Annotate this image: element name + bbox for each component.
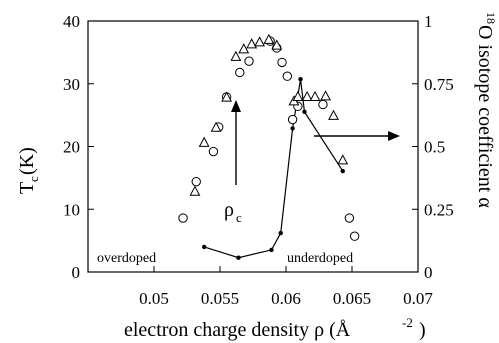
isotope-line-series — [201, 77, 345, 260]
overdoped-label: overdoped — [97, 251, 156, 266]
isotope-point — [201, 244, 207, 250]
y-left-label-t: T — [16, 182, 38, 194]
upward-arrow — [231, 100, 241, 185]
triangle-point — [301, 90, 313, 102]
y-left-label-sub: c — [26, 176, 41, 182]
triangle-series — [189, 33, 349, 196]
triangle-point — [221, 91, 233, 102]
circle-point — [208, 146, 219, 157]
triangle-point — [292, 90, 304, 102]
rho-symbol: ρ — [224, 199, 234, 221]
triangle-point — [328, 109, 339, 120]
circle-point — [282, 71, 293, 81]
right-arrow — [314, 131, 400, 141]
circle-point — [344, 213, 355, 223]
isotope-point — [340, 168, 345, 174]
y-left-label-unit: (K) — [16, 147, 38, 175]
isotope-point — [290, 126, 295, 131]
y-left-tick-label: 30 — [63, 75, 80, 94]
triangle-point — [198, 136, 210, 147]
triangle-point — [230, 50, 242, 61]
triangle-point — [238, 43, 250, 54]
y-right-tick-label: 0 — [424, 263, 433, 282]
x-axis-label-text: electron charge density ρ (Å — [124, 319, 351, 341]
circle-point — [235, 67, 245, 78]
x-tick-label: 0.06 — [271, 289, 301, 308]
isotope-point — [298, 77, 303, 82]
x-ticks: 0.05 0.055 0.06 0.065 0.07 — [139, 266, 433, 308]
circle-point — [277, 57, 287, 68]
y-right-tick-label: 0.25 — [424, 200, 454, 219]
x-axis-label: electron charge density ρ (Å -2 ) — [124, 315, 426, 341]
rho-subscript: c — [236, 210, 242, 225]
circle-point — [244, 56, 254, 66]
y-right-label-text: O isotope coefficient α — [474, 25, 496, 208]
isotope-point — [236, 255, 241, 260]
y-left-tick-label: 40 — [63, 12, 80, 31]
x-tick-label: 0.065 — [333, 289, 371, 308]
y-right-label-sup: 18 — [484, 12, 498, 24]
y-left-ticks: 0 10 20 30 40 — [63, 12, 94, 282]
circle-point — [318, 99, 328, 110]
y-left-tick-label: 20 — [63, 138, 80, 157]
triangle-point — [189, 185, 201, 196]
circle-point — [287, 114, 298, 125]
triangle-point — [263, 33, 275, 44]
circle-point — [178, 213, 188, 223]
triangle-point — [246, 38, 258, 49]
y-right-ticks: 0 0.25 0.5 0.75 1 — [412, 12, 454, 282]
y-left-tick-label: 10 — [63, 200, 80, 219]
underdoped-label: underdoped — [287, 251, 353, 266]
triangle-point — [254, 36, 266, 47]
y-right-label: 18 O isotope coefficient α — [474, 12, 498, 208]
y-right-tick-label: 0.5 — [424, 138, 445, 157]
isotope-point — [269, 247, 274, 253]
triangle-point — [320, 90, 332, 101]
circle-point — [191, 176, 201, 187]
triangle-point — [337, 154, 349, 165]
triangle-point — [210, 121, 222, 132]
x-tick-label: 0.055 — [201, 289, 239, 308]
y-right-tick-label: 1 — [424, 12, 433, 31]
isotope-point — [278, 230, 283, 236]
x-tick-label: 0.07 — [403, 289, 433, 308]
x-tick-label: 0.05 — [139, 289, 169, 308]
y-right-tick-label: 0.75 — [424, 75, 454, 94]
isotope-point — [302, 109, 307, 115]
triangle-point — [309, 90, 321, 102]
circle-series — [178, 36, 360, 241]
circle-point — [349, 231, 360, 241]
x-axis-label-sup: -2 — [402, 315, 413, 330]
triangle-point — [271, 39, 283, 50]
y-left-label: T c (K) — [16, 147, 41, 194]
isotope-line — [203, 79, 344, 259]
x-axis-label-close: ) — [419, 319, 426, 341]
rho-c-label: ρ c — [224, 199, 242, 225]
y-left-tick-label: 0 — [72, 263, 81, 282]
